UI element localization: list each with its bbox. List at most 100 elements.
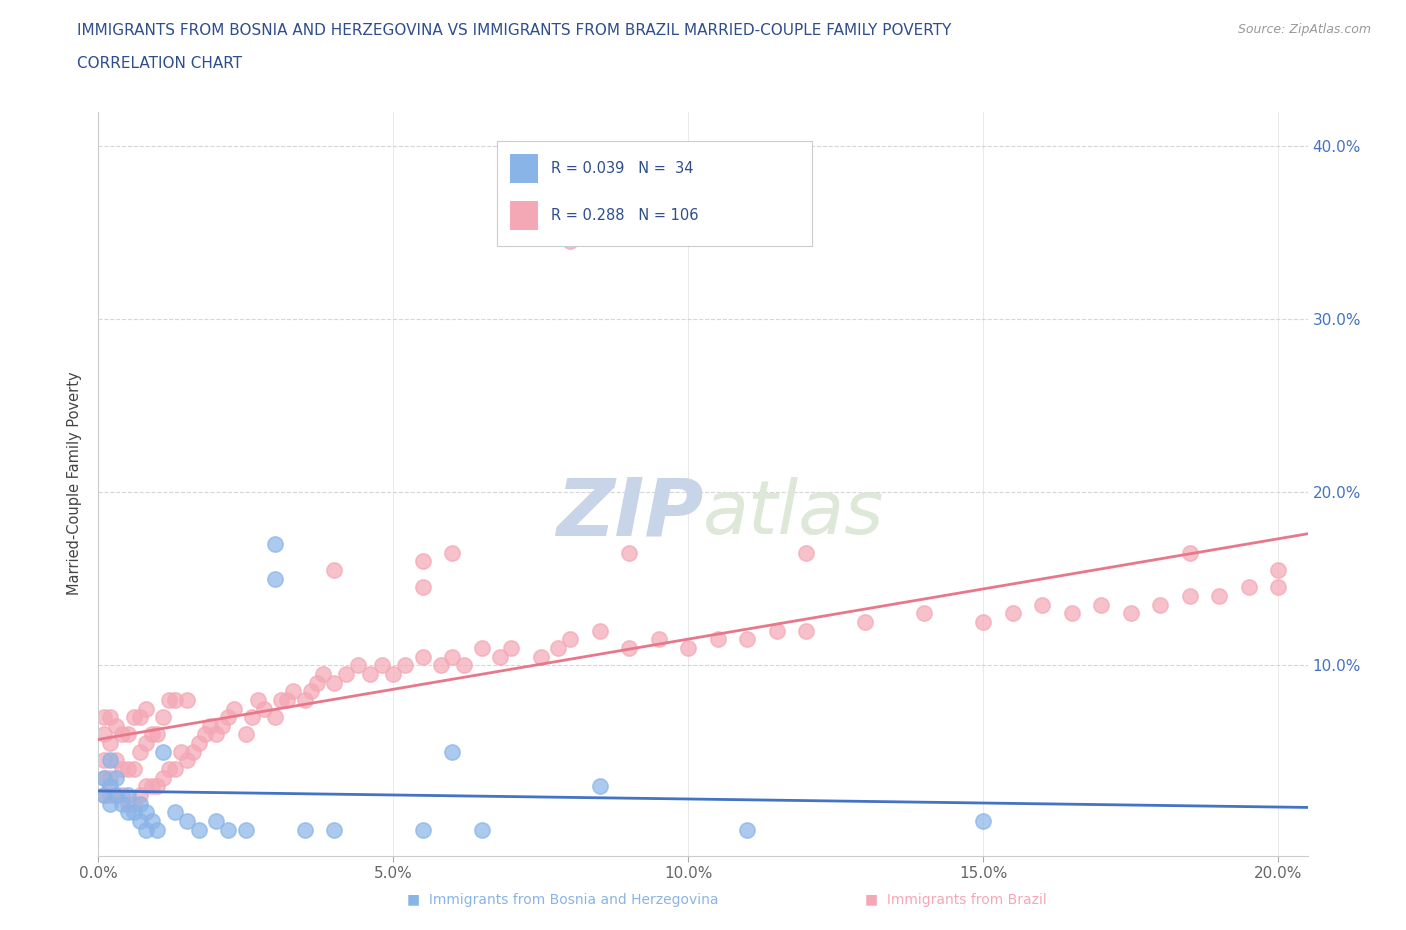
Point [93,753,115,768]
Point [122,710,145,724]
Point [165,804,187,819]
Point [270,693,292,708]
Text: CORRELATION CHART: CORRELATION CHART [77,56,242,71]
Point [441,545,464,560]
Point [105,718,128,733]
Point [560,631,582,646]
Point [972,814,994,829]
Point [1001,606,1024,621]
Point [1090,597,1112,612]
Point [530,649,553,664]
Point [176,814,198,829]
Point [412,649,434,664]
Point [560,234,582,249]
Point [648,631,671,646]
Point [135,804,157,819]
Point [311,667,333,682]
Point [217,822,239,837]
Point [135,822,157,837]
Point [1178,589,1201,604]
Point [294,822,316,837]
Point [205,814,228,829]
Point [235,822,257,837]
Point [853,615,876,630]
Point [98,779,121,794]
Point [240,710,263,724]
Point [394,658,416,672]
Point [157,693,180,708]
Point [141,727,163,742]
Point [1267,580,1289,595]
Point [135,736,157,751]
Point [1031,597,1053,612]
Point [305,675,328,690]
Point [98,796,121,811]
Point [181,744,204,759]
Point [222,701,245,716]
Point [347,658,370,672]
Point [111,796,134,811]
Point [105,753,128,768]
Point [412,554,434,569]
Point [141,814,163,829]
Y-axis label: Married-Couple Family Poverty: Married-Couple Family Poverty [67,372,83,595]
Point [157,762,180,777]
Point [382,667,405,682]
Point [170,744,193,759]
Point [794,545,817,560]
Point [281,684,304,698]
Point [146,779,169,794]
Point [141,779,163,794]
Point [165,693,187,708]
Point [93,788,115,803]
Point [735,822,758,837]
Point [323,563,346,578]
Point [93,788,115,803]
Text: ZIP: ZIP [555,474,703,552]
Text: ■  Immigrants from Bosnia and Herzegovina: ■ Immigrants from Bosnia and Herzegovina [406,893,718,908]
Point [619,545,641,560]
Point [294,693,316,708]
Point [98,753,121,768]
Point [105,788,128,803]
Point [105,788,128,803]
Point [98,736,121,751]
Point [98,770,121,785]
Point [146,822,169,837]
Point [128,710,150,724]
Point [235,727,257,742]
Point [1208,589,1230,604]
Point [359,667,381,682]
Point [187,822,209,837]
Point [589,779,612,794]
Point [93,770,115,785]
Point [146,727,169,742]
Point [111,788,134,803]
Point [735,631,758,646]
Point [246,693,269,708]
Point [501,641,523,656]
Point [264,537,287,551]
Point [128,744,150,759]
Point [117,762,139,777]
Point [200,718,222,733]
Point [93,710,115,724]
Text: atlas: atlas [703,477,884,550]
Point [1060,606,1083,621]
Point [152,710,174,724]
Point [441,649,464,664]
Point [165,762,187,777]
Point [93,727,115,742]
Point [589,623,612,638]
Point [111,727,134,742]
Point [912,606,935,621]
Point [794,623,817,638]
Point [194,727,217,742]
Point [117,727,139,742]
Text: Source: ZipAtlas.com: Source: ZipAtlas.com [1237,23,1371,36]
Point [122,804,145,819]
Point [135,701,157,716]
Point [706,631,728,646]
Point [176,753,198,768]
Point [1267,563,1289,578]
